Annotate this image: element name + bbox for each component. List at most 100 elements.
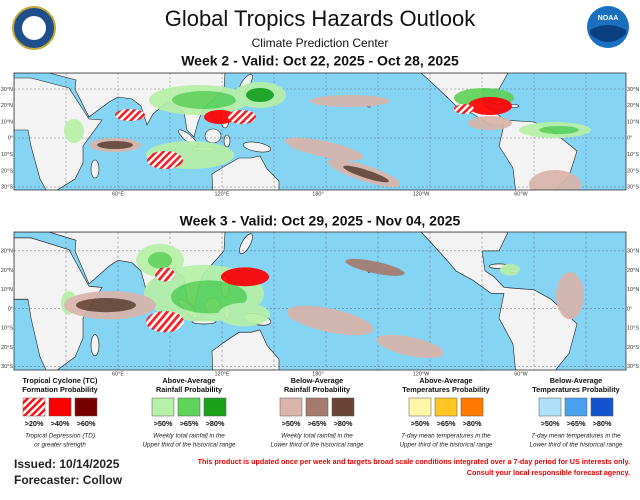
legend-label: >80% — [206, 419, 225, 428]
legend-note: or greater strength — [34, 442, 86, 449]
legend-label: >80% — [593, 419, 612, 428]
legend-label: >50% — [541, 419, 560, 428]
lat-label: 0° — [627, 306, 632, 312]
legend-title: Tropical Cyclone (TC) — [22, 376, 98, 385]
lat-label: 30°S — [1, 364, 13, 370]
legend-label: >65% — [180, 419, 199, 428]
legend-label: >20% — [25, 419, 44, 428]
lat-label: 30°N — [627, 87, 639, 93]
lon-label: 180° — [312, 371, 323, 377]
legend-swatch — [564, 397, 588, 417]
legend-title: Temperatures Probability — [532, 385, 620, 394]
legend-note: 7-day mean temperatures in the — [531, 433, 621, 440]
legend-note: Tropical Depression (TD) — [25, 433, 95, 440]
panel-title: Week 2 - Valid: Oct 22, 2025 - Oct 28, 2… — [181, 53, 459, 69]
panel-title: Week 3 - Valid: Oct 29, 2025 - Nov 04, 2… — [180, 213, 461, 229]
legend-swatch — [331, 397, 355, 417]
legend-label: >65% — [567, 419, 586, 428]
forecaster: Forecaster: Collow — [14, 473, 123, 487]
legend-note: Weekly total rainfall in the — [153, 433, 225, 440]
legend: Tropical Cyclone (TC)Formation Probabili… — [22, 376, 623, 449]
legend-swatch — [590, 397, 614, 417]
legend-swatch — [48, 397, 72, 417]
legend-title: Above-Average — [162, 376, 215, 385]
lon-label: 60°E — [112, 191, 124, 197]
lon-label: 60°W — [514, 191, 528, 197]
lat-label: 30°S — [627, 364, 639, 370]
lat-label: 20°N — [1, 268, 13, 274]
lat-label: 10°N — [1, 287, 13, 293]
legend-note: Upper third of the historical range — [142, 442, 236, 449]
lat-label: 20°S — [1, 345, 13, 351]
subtitle: Climate Prediction Center — [252, 36, 389, 50]
lat-label: 20°N — [1, 103, 13, 109]
lat-label: 20°S — [1, 168, 13, 174]
lat-label: 10°S — [1, 326, 13, 332]
lat-label: 10°N — [627, 287, 639, 293]
map-frame — [13, 72, 627, 191]
legend-label: >80% — [334, 419, 353, 428]
legend-note: Lower third of the historical range — [529, 442, 623, 449]
lon-label: 120°W — [413, 371, 430, 377]
legend-note: Lower third of the historical range — [270, 442, 364, 449]
legend-swatch — [408, 397, 432, 417]
legend-title: Rainfall Probability — [156, 385, 223, 394]
logo-text: NOAA — [598, 15, 619, 22]
legend-swatch — [434, 397, 458, 417]
legend-title: Above-Average — [419, 376, 472, 385]
panels: Week 2 - Valid: Oct 22, 2025 - Oct 28, 2… — [1, 53, 640, 378]
lon-label: 120°E — [214, 371, 229, 377]
legend-title: Rainfall Probability — [284, 385, 351, 394]
title: Global Tropics Hazards Outlook — [165, 6, 477, 31]
lat-label: 10°N — [627, 119, 639, 125]
lat-label: 10°N — [1, 119, 13, 125]
lat-label: 30°S — [627, 185, 639, 191]
legend-label: >40% — [51, 419, 70, 428]
lat-label: 30°N — [1, 249, 13, 255]
lat-label: 30°N — [1, 87, 13, 93]
legend-title: Below-Average — [550, 376, 602, 385]
legend-swatch — [305, 397, 329, 417]
lat-label: 20°N — [627, 103, 639, 109]
lat-label: 30°N — [627, 249, 639, 255]
legend-swatch — [203, 397, 227, 417]
lat-label: 0° — [8, 136, 13, 142]
map-frame — [13, 231, 627, 371]
lat-label: 20°S — [627, 345, 639, 351]
lat-label: 0° — [627, 136, 632, 142]
legend-note: 7-day mean temperatures in the — [401, 433, 491, 440]
lon-label: 60°E — [112, 371, 124, 377]
lat-label: 0° — [8, 306, 13, 312]
doc-seal — [12, 6, 56, 50]
legend-title: Formation Probability — [22, 385, 98, 394]
legend-swatch — [74, 397, 98, 417]
legend-label: >60% — [77, 419, 96, 428]
legend-title: Temperatures Probability — [402, 385, 490, 394]
legend-swatch — [177, 397, 201, 417]
noaa-logo: NOAA — [587, 6, 629, 48]
legend-swatch — [22, 397, 46, 417]
legend-note: Upper third of the historical range — [399, 442, 493, 449]
lon-label: 120°W — [413, 191, 430, 197]
legend-swatch — [279, 397, 303, 417]
legend-swatch — [151, 397, 175, 417]
lat-label: 20°S — [627, 168, 639, 174]
lat-label: 10°S — [1, 152, 13, 158]
legend-label: >80% — [463, 419, 482, 428]
legend-note: Weekly total rainfall in the — [281, 433, 353, 440]
legend-title: Below-Average — [291, 376, 343, 385]
lon-label: 180° — [312, 191, 323, 197]
legend-swatch — [538, 397, 562, 417]
legend-label: >50% — [154, 419, 173, 428]
legend-label: >65% — [437, 419, 456, 428]
legend-label: >50% — [411, 419, 430, 428]
legend-swatch — [460, 397, 484, 417]
disclaimer: Consult your local responsible forecast … — [467, 468, 630, 477]
lat-label: 20°N — [627, 268, 639, 274]
disclaimer: This product is updated once per week an… — [198, 457, 630, 466]
issued: Issued: 10/14/2025 — [14, 457, 120, 471]
lat-label: 10°S — [627, 326, 639, 332]
lon-label: 120°E — [214, 191, 229, 197]
legend-label: >50% — [282, 419, 301, 428]
